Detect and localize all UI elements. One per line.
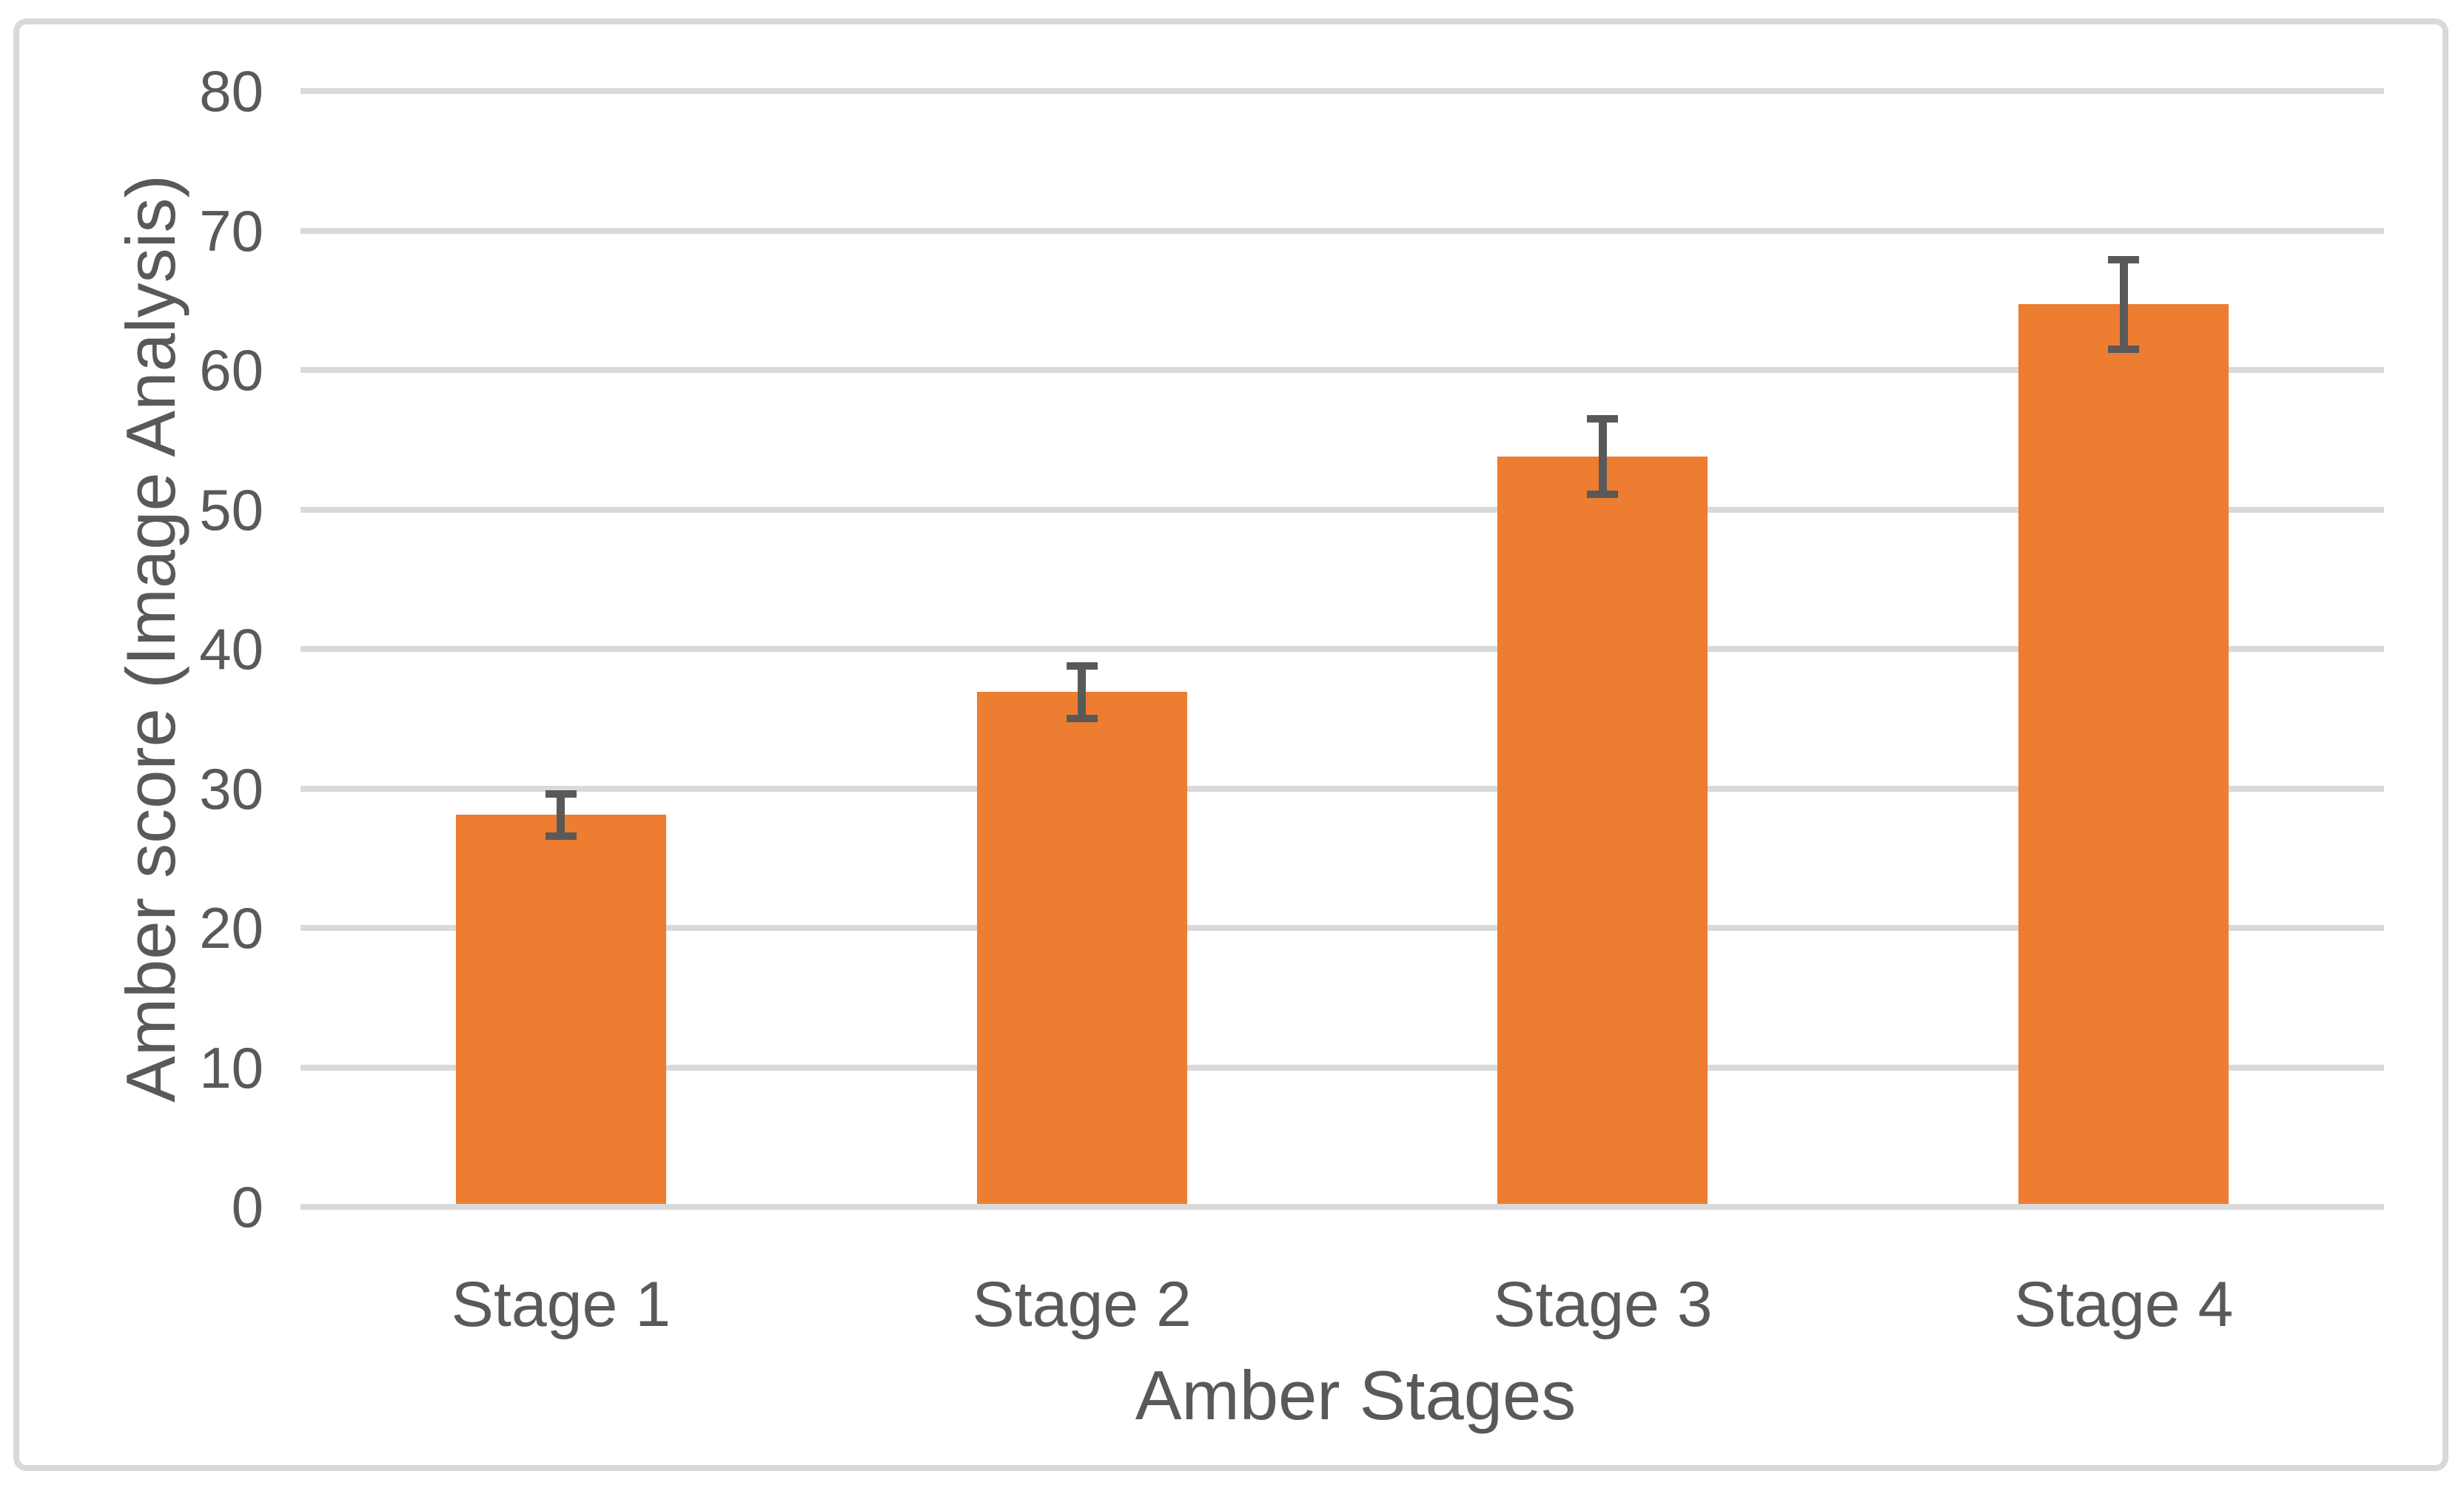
error-bar-cap-top — [545, 790, 577, 798]
bar-stage-3 — [1497, 456, 1708, 1204]
x-axis-title: Amber Stages — [1135, 1356, 1577, 1434]
bar-stage-1 — [455, 815, 666, 1204]
x-category-label: Stage 3 — [1493, 1269, 1713, 1340]
y-gridline — [301, 88, 2384, 94]
y-tick-label: 60 — [199, 337, 263, 403]
x-category-label: Stage 1 — [451, 1269, 671, 1340]
y-gridline — [301, 367, 2384, 373]
y-tick-label: 40 — [199, 616, 263, 681]
error-bar-cap-bottom — [1587, 490, 1619, 498]
y-gridline — [301, 506, 2384, 513]
y-tick-label: 80 — [199, 58, 263, 124]
error-bar-cap-top — [1587, 414, 1619, 423]
bar-stage-4 — [2018, 304, 2229, 1204]
y-axis-title: Amber score (Image Analysis) — [112, 175, 189, 1103]
y-gridline — [301, 925, 2384, 931]
error-bar-line — [2119, 260, 2128, 349]
y-tick-label: 70 — [199, 198, 263, 263]
y-gridline — [301, 646, 2384, 652]
error-bar-line — [1078, 665, 1087, 719]
y-gridline — [301, 227, 2384, 234]
error-bar-line — [557, 794, 565, 836]
y-tick-label: 50 — [199, 477, 263, 542]
chart-frame: 0 10 20 30 40 50 60 70 80 Stage 1 Stage 2 Stage 3 S… — [13, 18, 2448, 1471]
error-bar-line — [1598, 418, 1607, 494]
x-axis-line — [301, 1204, 2384, 1210]
error-bar-cap-top — [2108, 256, 2140, 264]
error-bar-cap-bottom — [545, 832, 577, 840]
y-tick-label: 30 — [199, 755, 263, 821]
error-bar-cap-top — [1066, 662, 1098, 670]
x-category-label: Stage 4 — [2013, 1269, 2234, 1340]
x-category-label: Stage 2 — [972, 1269, 1192, 1340]
y-gridline — [301, 1064, 2384, 1071]
y-tick-label: 0 — [231, 1174, 263, 1239]
bar-stage-2 — [976, 692, 1187, 1204]
y-tick-label: 10 — [199, 1034, 263, 1100]
y-tick-label: 20 — [199, 895, 263, 960]
error-bar-cap-bottom — [1066, 715, 1098, 723]
y-gridline — [301, 785, 2384, 792]
error-bar-cap-bottom — [2108, 345, 2140, 353]
